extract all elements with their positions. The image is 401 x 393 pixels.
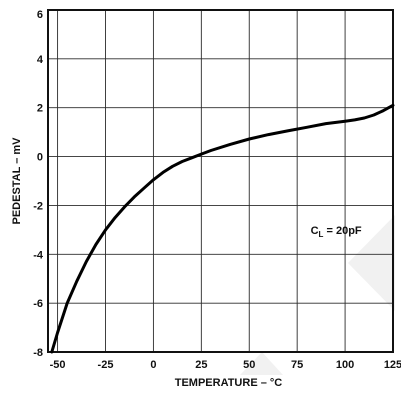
x-tick-label: 75 [291,359,303,371]
x-tick-label: 100 [336,359,354,371]
grid [48,10,393,352]
annotation-subscript: L [319,230,324,239]
plot-frame [47,9,394,353]
x-tick-label: 125 [384,359,401,371]
x-axis-label: TEMPERATURE – °C [175,377,283,389]
capacitance-annotation: CL = 20pF [311,225,362,239]
y-tick-label: 0 [37,152,43,164]
x-tick-label: -25 [98,359,114,371]
y-tick-label: -8 [33,347,43,359]
x-tick-label: 0 [150,359,156,371]
y-tick-label: 2 [37,103,43,115]
y-axis-label: PEDESTAL – mV [11,137,23,225]
x-tick-label: 25 [195,359,207,371]
x-tick-label: -50 [50,359,66,371]
y-tick-label: -6 [33,298,43,310]
y-tick-label: 6 [37,9,43,21]
y-tick-label: -4 [33,249,44,261]
annotation-prefix: C [311,225,319,237]
y-tick-labels: -8 -6 -4 -2 0 2 4 6 [33,9,44,359]
x-tick-labels: -50 -25 0 25 50 75 100 125 [50,359,401,371]
y-tick-label: 4 [37,54,44,66]
watermark-arrows [240,215,395,375]
pedestal-curve [50,103,395,354]
annotation-suffix: = 20pF [323,225,361,237]
x-tick-label: 50 [243,359,255,371]
y-tick-label: -2 [33,200,43,212]
